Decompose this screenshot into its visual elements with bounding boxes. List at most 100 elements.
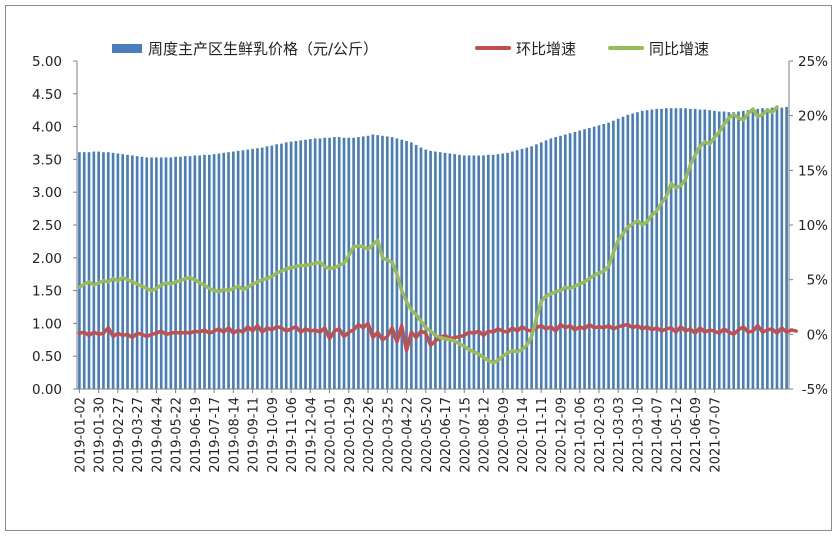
bar [328,137,331,389]
bar [260,147,264,389]
legend-label-yoy: 同比增速 [649,40,709,58]
bar [559,135,562,389]
x-tick-label: 2021-06-09 [689,397,704,473]
bar [588,127,591,389]
left-tick-label: 4.00 [32,120,62,136]
bar [640,110,644,390]
bar [357,137,360,389]
left-tick-label: 1.00 [32,316,62,332]
bar [424,149,428,389]
x-tick-label: 2019-12-04 [304,397,319,473]
x-tick-label: 2021-02-03 [593,397,608,473]
x-tick-label: 2020-01-01 [324,397,339,473]
bar [756,108,760,389]
line-series [77,105,798,365]
left-tick-label: 1.50 [32,284,62,300]
bar [366,135,370,389]
left-tick-label: 3.00 [32,185,62,201]
bar [525,147,529,389]
bar [106,152,110,389]
bar [501,153,505,389]
right-tick-label: 15% [798,163,828,179]
bar [689,108,692,389]
bar [212,154,216,389]
left-tick-label: 0.50 [32,349,62,365]
bar [188,156,192,389]
bar [207,154,211,389]
bar [530,146,533,389]
bar [395,138,399,389]
bar [159,157,163,389]
x-tick-label: 2021-03-03 [612,397,627,473]
bar [236,150,240,389]
left-tick-label: 3.50 [32,152,62,168]
x-tick-label: 2020-01-29 [343,397,358,473]
bar [592,126,596,389]
x-tick-label: 2020-09-09 [497,397,512,473]
bar [727,112,731,390]
bar [607,122,610,389]
bar [280,143,283,389]
legend: 周度主产区生鲜乳价格（元/公斤） 环比增速 同比增速 [112,40,709,58]
bar [535,144,538,389]
bar [232,151,235,389]
bar [698,109,702,389]
x-tick-label: 2019-03-27 [131,397,146,473]
bar [717,111,721,389]
bar [578,130,582,390]
bar [155,157,158,389]
bar [265,146,269,389]
bar [563,134,567,389]
bar [337,137,341,389]
x-tick-label: 2020-02-26 [362,397,377,473]
bar [410,142,413,389]
x-tick-label: 2019-01-30 [93,397,108,473]
bar [241,150,245,389]
bar [419,147,423,389]
bar [549,138,553,389]
bar [770,107,774,389]
bar [217,153,221,389]
bar [703,109,707,389]
bar [145,157,149,389]
left-tick-label: 2.50 [32,218,62,234]
bar-series-milk-price [78,106,788,390]
right-tick-label: 10% [798,218,828,234]
bar [414,144,418,389]
x-tick-label: 2019-09-11 [247,397,262,473]
left-tick-label: 2.00 [32,251,62,267]
bar [487,154,490,389]
bar [626,114,630,389]
bar [246,149,250,389]
x-tick-label: 2020-03-25 [381,397,396,473]
bar [722,111,726,389]
bar [713,110,716,390]
line-yoy-growth [77,105,779,365]
bar [539,142,543,389]
bar [568,133,572,389]
bar [150,157,153,389]
line-mom-growth [77,321,798,353]
bar [116,153,120,389]
bar [429,150,432,389]
axes: 0.00 0.50 1.00 1.50 2.00 2.50 3.00 3.50 4.00 4.50… [32,54,828,473]
bar [453,154,456,389]
bar [741,110,745,390]
x-tick-label: 2019-06-19 [189,397,204,473]
bar [289,141,293,389]
bar [102,152,105,389]
right-tick-label: 5% [807,273,829,289]
bar [434,151,437,389]
bar [462,155,466,389]
bar [126,154,129,389]
x-tick-label: 2020-07-15 [458,397,473,473]
bar [583,129,586,389]
bar [371,134,375,389]
bar [636,112,639,390]
bar [92,151,96,389]
bar [164,157,168,389]
right-tick-label: 0% [807,327,829,343]
x-tick-label: 2020-06-17 [439,397,454,473]
bar [597,125,601,389]
bar [323,137,327,389]
